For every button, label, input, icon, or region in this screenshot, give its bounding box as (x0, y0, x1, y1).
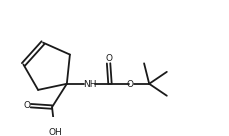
Text: OH: OH (48, 128, 62, 136)
Text: O: O (105, 54, 112, 63)
Text: NH: NH (83, 80, 96, 89)
Text: O: O (23, 101, 30, 110)
Text: O: O (126, 80, 133, 89)
